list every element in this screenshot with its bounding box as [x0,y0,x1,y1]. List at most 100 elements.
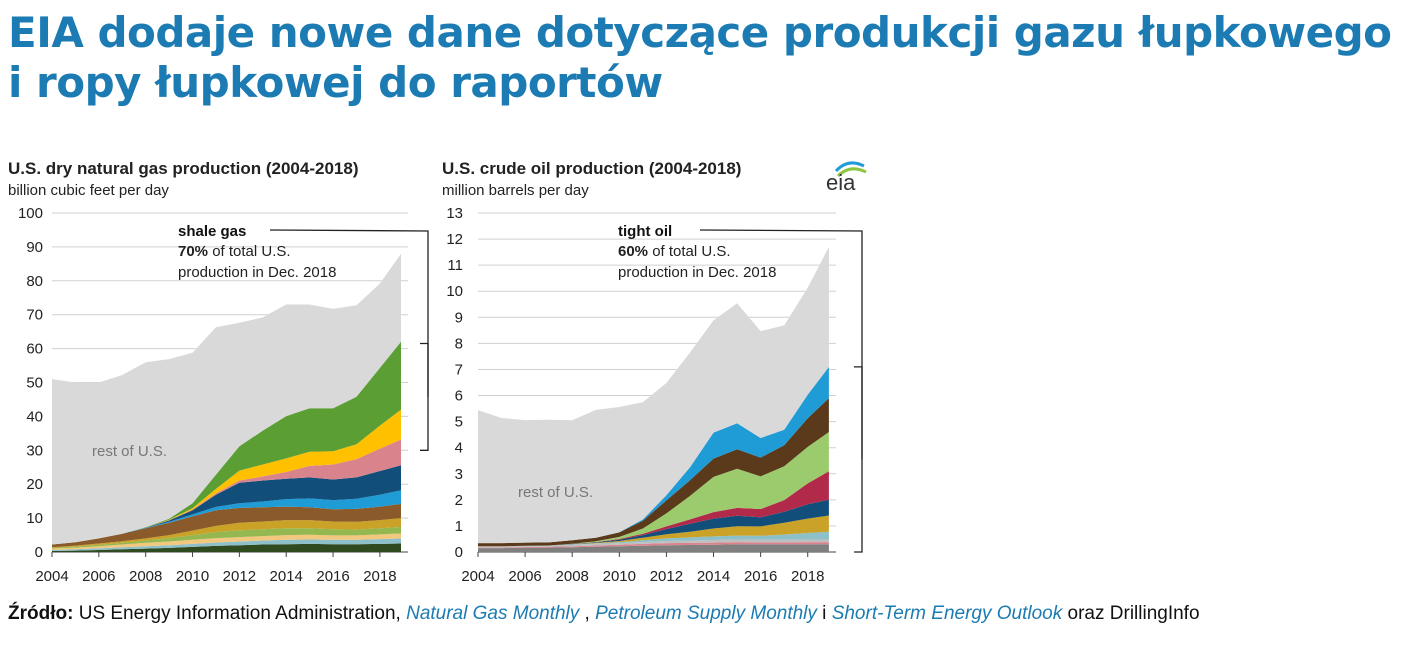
oil-y-tick-label: 4 [455,440,463,457]
oil-x-tick-label: 2018 [791,568,824,585]
gas-y-tick-label: 60 [26,341,43,358]
source-link-natural-gas-monthly[interactable]: Natural Gas Monthly [406,603,580,624]
gas-area-series-4 [52,526,401,549]
gas-y-tick-label: 10 [26,510,43,527]
gas-x-tick-label: 2018 [363,568,396,585]
oil-area-series-3 [478,539,829,548]
gas-y-tick-labels: 0 10 20 30 40 50 60 70 80 90 100 [18,205,43,561]
oil-y-tick-label: 3 [455,466,463,483]
source-label: Źródło: [8,603,74,624]
oil-y-tick-label: 2 [455,492,463,509]
gas-shale-share: 70% of total U.S. [178,243,291,260]
oil-x-tick-label: 2008 [556,568,589,585]
gas-area-series-5 [52,518,401,548]
gas-area-series-8 [52,465,401,545]
oil-y-tick-label: 5 [455,414,463,431]
oil-tight-note: production in Dec. 2018 [618,264,776,281]
gas-x-tick-labels: 2004 2006 2008 2010 2012 2014 2016 2018 [35,552,397,585]
gas-area-series-2 [52,538,401,551]
eia-logo-text: eia [826,170,856,195]
gas-bracket [420,342,429,451]
oil-y-tick-label: 1 [455,518,463,535]
gas-y-tick-label: 70 [26,307,43,324]
oil-chart: U.S. crude oil production (2004-2018) mi… [442,159,863,585]
oil-areas [478,246,829,552]
gas-x-tick-label: 2016 [316,568,349,585]
oil-area-series-7 [478,471,829,547]
gas-x-tick-label: 2010 [176,568,209,585]
oil-tight-share-rest: of total U.S. [648,243,731,260]
source-link-short-term-energy-outlook[interactable]: Short-Term Energy Outlook [831,603,1063,624]
gas-y-tick-label: 30 [26,442,43,459]
gas-y-tick-label: 100 [18,205,43,222]
oil-x-tick-label: 2010 [603,568,636,585]
gas-area-series-11 [52,341,401,545]
gas-shale-annotation: shale gas 70% of total U.S. production i… [178,223,429,397]
gas-y-tick-label: 80 [26,273,43,290]
oil-y-tick-label: 10 [446,283,463,300]
oil-y-tick-label: 7 [455,361,463,378]
oil-area-series-2 [478,542,829,549]
source-text-2: oraz DrillingInfo [1062,603,1200,624]
oil-x-tick-labels: 2004 2006 2008 2010 2012 2014 2016 2018 [461,552,824,585]
oil-x-tick-label: 2016 [744,568,777,585]
oil-chart-subtitle: million barrels per day [442,182,589,199]
source-separator-2: i [816,603,832,624]
gas-shale-share-rest: of total U.S. [208,243,291,260]
charts-figure: U.S. dry natural gas production (2004-20… [8,159,867,585]
gas-y-tick-label: 0 [35,544,43,561]
gas-rest-label: rest of U.S. [92,443,167,460]
gas-shale-share-bold: 70% [178,243,208,260]
gas-x-tick-label: 2014 [270,568,303,585]
gas-chart-title: U.S. dry natural gas production (2004-20… [8,159,358,178]
page-headline: EIA dodaje nowe dane dotyczące produkcji… [8,8,1392,107]
eia-logo-swoosh-green [836,167,867,178]
gas-shale-label: shale gas [178,223,246,240]
eia-logo-swoosh-blue [834,161,865,173]
oil-y-tick-label: 8 [455,335,463,352]
oil-area-series-6 [478,499,829,547]
gas-area-rest-of-us [52,253,401,545]
gas-y-tick-label: 90 [26,239,43,256]
gas-x-tick-label: 2004 [35,568,68,585]
gas-shale-note: production in Dec. 2018 [178,264,336,281]
source-separator-1: , [579,603,596,624]
gas-x-tick-label: 2008 [129,568,162,585]
oil-x-tick-label: 2006 [508,568,541,585]
oil-area-series-8 [478,432,829,547]
oil-y-tick-label: 9 [455,309,463,326]
source-link-petroleum-supply-monthly[interactable]: Petroleum Supply Monthly [595,603,817,624]
gas-area-series-7 [52,490,401,545]
oil-x-tick-label: 2012 [650,568,683,585]
oil-x-tick-label: 2004 [461,568,494,585]
gas-area-series-3 [52,533,401,550]
source-line: Źródło: US Energy Information Administra… [8,603,1200,625]
oil-tight-label: tight oil [618,223,672,240]
gas-area-series-1 [52,543,401,552]
oil-area-rest-of-us [478,246,829,544]
gas-y-tick-label: 50 [26,375,43,392]
oil-chart-title: U.S. crude oil production (2004-2018) [442,159,741,178]
gas-y-tick-label: 40 [26,408,43,425]
oil-area-series-4 [478,531,829,547]
eia-logo: eia [826,161,867,195]
gas-x-tick-label: 2012 [223,568,256,585]
gas-leader-line [269,229,429,397]
oil-area-series-10 [478,366,829,544]
source-text-1: US Energy Information Administration, [73,603,407,624]
gas-y-tick-label: 20 [26,476,43,493]
oil-tight-share-bold: 60% [618,243,648,260]
oil-area-series-1 [478,544,829,552]
gas-chart-subtitle: billion cubic feet per day [8,182,169,199]
oil-y-tick-label: 13 [446,205,463,222]
oil-x-tick-label: 2014 [697,568,730,585]
gas-x-tick-label: 2006 [82,568,115,585]
gas-areas [52,253,401,552]
gas-area-series-6 [52,503,401,548]
gas-chart: U.S. dry natural gas production (2004-20… [8,159,429,585]
oil-tight-share: 60% of total U.S. [618,243,731,260]
oil-y-tick-label: 11 [447,257,463,274]
oil-area-series-9 [478,398,829,547]
oil-bracket [854,366,863,553]
